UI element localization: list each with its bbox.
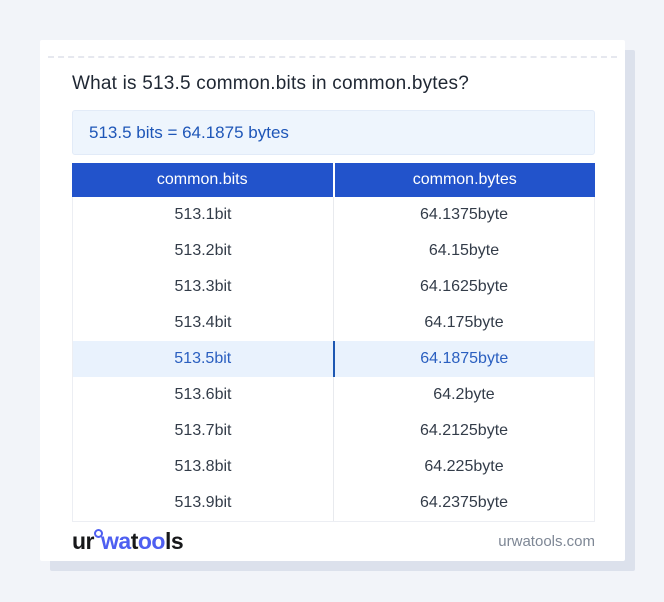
bits-cell[interactable]: 513.7bit [73, 413, 334, 449]
table-row: 513.7bit 64.2125byte [73, 413, 594, 449]
bytes-cell[interactable]: 64.1625byte [419, 278, 509, 295]
logo-part-wa: wa [101, 527, 131, 554]
bits-cell[interactable]: 513.4bit [73, 305, 334, 341]
conversion-table: common.bits common.bytes 513.1bit 64.1375… [72, 163, 595, 522]
table-header-row: common.bits common.bytes [72, 163, 595, 197]
logo-part-t: t [130, 527, 139, 554]
site-domain-text: urwatools.com [498, 532, 595, 550]
bytes-cell[interactable]: 64.2375byte [419, 494, 509, 511]
logo-ring-icon [94, 528, 103, 538]
table-row: 513.3bit 64.1625byte [73, 269, 594, 305]
card-footer: ur watools urwatools.com [72, 521, 595, 561]
bytes-cell[interactable]: 64.175byte [424, 314, 504, 331]
bits-cell[interactable]: 513.9bit [73, 485, 334, 521]
bytes-cell[interactable]: 64.2125byte [419, 422, 509, 439]
bytes-cell[interactable]: 64.1875byte [420, 350, 509, 367]
bytes-cell[interactable]: 64.225byte [424, 458, 504, 475]
urwatools-logo[interactable]: ur watools [72, 527, 184, 555]
conversion-result-text: 513.5 bits = 64.1875 bytes [89, 122, 289, 142]
conversion-result-box: 513.5 bits = 64.1875 bytes [72, 110, 595, 155]
converter-card: What is 513.5 common.bits in common.byte… [40, 40, 625, 561]
bits-cell[interactable]: 513.1bit [73, 197, 334, 233]
page-title: What is 513.5 common.bits in common.byte… [72, 73, 470, 94]
table-header-bytes: common.bytes [412, 171, 517, 188]
logo-part-ls: ls [164, 527, 184, 554]
bytes-cell[interactable]: 64.2byte [433, 386, 495, 403]
bits-cell[interactable]: 513.2bit [73, 233, 334, 269]
bits-cell[interactable]: 513.5bit [73, 341, 335, 377]
table-body: 513.1bit 64.1375byte 513.2bit 64.15byte 513.… [72, 197, 595, 522]
table-row: 513.4bit 64.175byte [73, 305, 594, 341]
bits-cell[interactable]: 513.8bit [73, 449, 334, 485]
table-row: 513.1bit 64.1375byte [73, 197, 594, 233]
logo-part-ur: ur [72, 527, 95, 554]
table-row: 513.5bit 64.1875byte [73, 341, 594, 377]
logo-part-oo: oo [137, 527, 166, 554]
bits-cell[interactable]: 513.3bit [73, 269, 334, 305]
table-header-bits: common.bits [72, 163, 335, 197]
table-row: 513.9bit 64.2375byte [73, 485, 594, 521]
bits-cell[interactable]: 513.6bit [73, 377, 334, 413]
table-row: 513.8bit 64.225byte [73, 449, 594, 485]
bytes-cell[interactable]: 64.1375byte [419, 206, 509, 223]
decorative-dashed-line [48, 56, 617, 58]
table-row: 513.2bit 64.15byte [73, 233, 594, 269]
bytes-cell[interactable]: 64.15byte [428, 242, 500, 259]
table-row: 513.6bit 64.2byte [73, 377, 594, 413]
